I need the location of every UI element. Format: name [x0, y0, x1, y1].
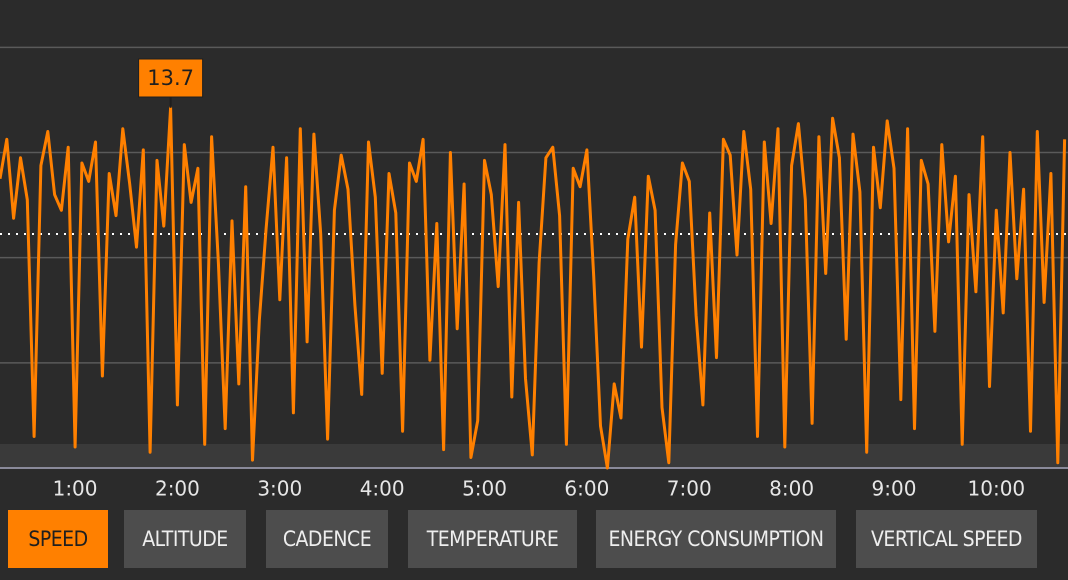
annotation-box [138, 58, 204, 98]
tab[interactable]: ALTITUDE [124, 510, 246, 568]
x-tick-label: 1:00 [53, 477, 98, 501]
x-tick-label: 7:00 [667, 477, 712, 501]
tab[interactable]: VERTICAL SPEED [856, 510, 1037, 568]
chart: 0:001:002:003:004:005:006:007:008:009:00… [0, 46, 1068, 501]
annotation-label: 13.7 [147, 66, 194, 90]
speed-line [0, 106, 1067, 470]
x-tick-label: 9:00 [872, 477, 917, 501]
x-tick-label: 5:00 [462, 477, 507, 501]
x-tick-label: 3:00 [257, 477, 302, 501]
x-tick-label: 10:00 [968, 477, 1026, 501]
tab[interactable]: TEMPERATURE [408, 510, 577, 568]
x-tick-label: 2:00 [155, 477, 200, 501]
tab[interactable]: CADENCE [266, 510, 388, 568]
tab[interactable]: ENERGY CONSUMPTION [596, 510, 836, 568]
tab[interactable]: SPEED [8, 510, 108, 568]
x-tick-label: 6:00 [564, 477, 609, 501]
x-tick-label: 8:00 [769, 477, 814, 501]
x-tick-label: 4:00 [360, 477, 405, 501]
